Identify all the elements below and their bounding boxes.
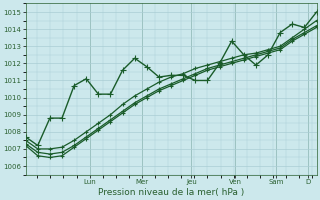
X-axis label: Pression niveau de la mer( hPa ): Pression niveau de la mer( hPa )	[98, 188, 244, 197]
